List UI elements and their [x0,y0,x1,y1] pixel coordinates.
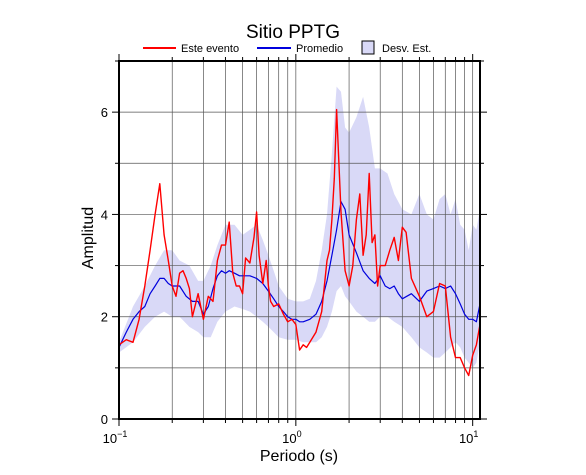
plot-border [118,60,481,420]
legend-label-desv-est: Desv. Est. [382,43,431,55]
grid [119,61,480,419]
series-line-este-evento [118,108,481,377]
series-lines [118,108,481,377]
legend-swatch-desv-est [361,40,375,55]
plot-frame [112,54,487,426]
legend-label-promedio: Promedio [296,43,343,55]
y-tick-label: 0 [101,412,108,427]
y-tick-label: 6 [101,105,108,120]
x-tick-label: 100 [282,429,301,446]
std-dev-band [119,86,480,368]
legend: Este evento Promedio Desv. Est. [143,40,431,55]
legend-label-este-evento: Este evento [181,43,239,55]
y-tick-label: 2 [101,310,108,325]
series-band-desv-est [119,86,480,368]
y-tick-label: 4 [101,207,108,222]
tick-labels: 0 2 4 6 10−1 100 101 [101,105,479,446]
x-tick-label: 10−1 [103,429,128,446]
chart-title: Sitio PPTG [246,22,340,43]
x-tick-label: 101 [459,429,478,446]
x-axis-label: Periodo (s) [260,448,338,465]
series-line-promedio [118,201,481,348]
y-axis-label: Amplitud [80,207,97,269]
